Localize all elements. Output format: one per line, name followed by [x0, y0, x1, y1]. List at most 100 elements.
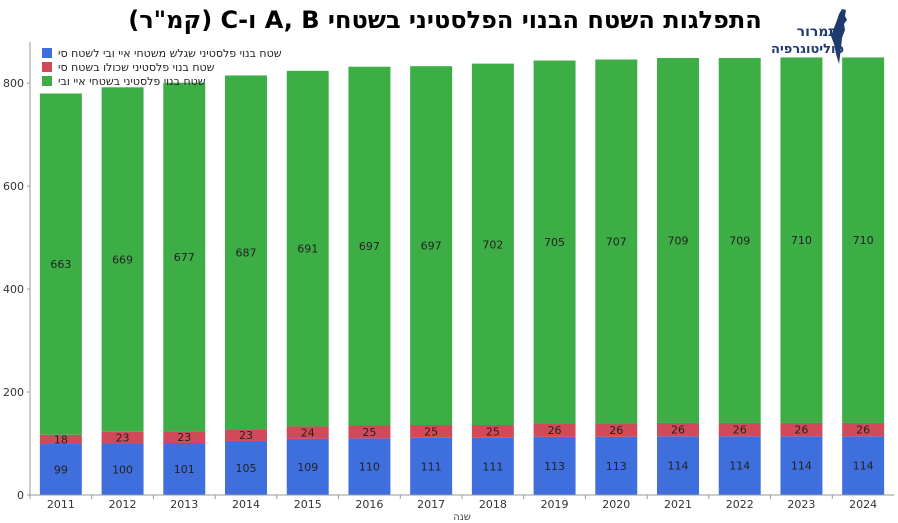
data-label: 710 [791, 234, 812, 247]
legend-label-red: שטח בנוי פלסטיני שכולו בשטח סי [58, 60, 215, 74]
y-tick-label: 0 [17, 489, 24, 502]
bar-blue [410, 437, 453, 495]
data-label: 24 [301, 427, 315, 440]
y-tick-label: 200 [3, 386, 24, 399]
y-tick-label: 800 [3, 77, 24, 90]
data-label: 111 [421, 460, 442, 473]
bar-red [471, 424, 514, 438]
data-label: 26 [671, 424, 685, 437]
bar-red [718, 422, 761, 437]
data-label: 105 [236, 462, 257, 475]
bar-red [595, 423, 638, 437]
legend-item-green: שטח בנוי פלסטיני בשטחי איי ובי [36, 74, 282, 88]
x-tick-label: 2022 [726, 498, 754, 511]
bar-blue [101, 443, 144, 495]
x-tick-label: 2017 [417, 498, 445, 511]
bar-green [225, 75, 267, 430]
data-label: 26 [794, 424, 808, 437]
bar-red [348, 425, 391, 439]
data-label: 109 [297, 461, 318, 474]
data-label: 705 [544, 236, 565, 249]
bar-blue [718, 436, 761, 495]
data-label: 691 [297, 243, 318, 256]
bar-blue [163, 443, 206, 495]
legend: שטח בנוי פלסטיני שגלש משטחי איי ובי לשטח… [36, 46, 282, 88]
y-tick-label: 600 [3, 180, 24, 193]
x-tick-label: 2012 [109, 498, 137, 511]
y-tick-label: 400 [3, 283, 24, 296]
bar-blue [471, 437, 514, 495]
data-label: 687 [236, 246, 257, 259]
bar-red [163, 431, 206, 444]
x-tick-label: 2019 [541, 498, 569, 511]
bar-green [101, 87, 144, 432]
data-label: 669 [112, 253, 133, 266]
bar-red [410, 424, 453, 438]
bar-blue [348, 438, 391, 495]
bar-blue [39, 444, 82, 495]
bar-red [842, 422, 885, 437]
x-tick-label: 2016 [355, 498, 383, 511]
bar-green [780, 57, 823, 423]
bar-green [533, 60, 576, 424]
bar-red [225, 429, 267, 441]
x-tick-label: 2013 [170, 498, 198, 511]
x-tick-label: 2020 [602, 498, 630, 511]
bar-green [163, 82, 206, 432]
x-tick-label: 2015 [294, 498, 322, 511]
bar-blue [842, 436, 885, 495]
data-label: 114 [791, 460, 812, 473]
data-label: 114 [853, 460, 874, 473]
data-label: 23 [116, 432, 130, 445]
bar-green [286, 70, 329, 427]
x-tick-label: 2018 [479, 498, 507, 511]
data-label: 26 [856, 424, 870, 437]
data-label: 114 [668, 460, 689, 473]
legend-item-red: שטח בנוי פלסטיני שכולו בשטח סי [36, 60, 282, 74]
data-label: 100 [112, 463, 133, 476]
bar-red [657, 422, 699, 437]
logo: תמרור פוליטוגרפיה [771, 4, 890, 64]
data-label: 707 [606, 235, 627, 248]
data-label: 26 [548, 424, 562, 437]
bar-green [657, 57, 699, 423]
x-tick-label: 2021 [664, 498, 692, 511]
bar-blue [595, 436, 638, 495]
x-tick-label: 2024 [849, 498, 877, 511]
x-axis-label: שנה [453, 512, 471, 523]
legend-swatch-red [42, 62, 52, 72]
bar-red [780, 422, 823, 437]
data-label: 25 [424, 425, 438, 438]
x-tick-label: 2011 [47, 498, 75, 511]
data-label: 26 [733, 424, 747, 437]
data-label: 111 [482, 460, 503, 473]
legend-swatch-blue [42, 48, 52, 58]
data-label: 113 [606, 460, 627, 473]
bar-blue [780, 436, 823, 495]
data-label: 114 [729, 460, 750, 473]
bar-green [410, 66, 453, 425]
x-tick-label: 2023 [787, 498, 815, 511]
data-label: 697 [421, 240, 442, 253]
legend-swatch-green [42, 76, 52, 86]
bar-green [842, 57, 885, 423]
israel-map-icon [831, 9, 847, 64]
data-label: 113 [544, 460, 565, 473]
data-label: 101 [174, 463, 195, 476]
data-label: 709 [729, 234, 750, 247]
bar-blue [533, 436, 576, 495]
bar-green [348, 66, 391, 426]
legend-label-green: שטח בנוי פלסטיני בשטחי איי ובי [58, 74, 206, 88]
legend-label-blue: שטח בנוי פלסטיני שגלש משטחי איי ובי לשטח… [58, 46, 282, 60]
x-tick-label: 2014 [232, 498, 260, 511]
bar-blue [657, 436, 699, 495]
data-label: 26 [609, 424, 623, 437]
data-label: 697 [359, 240, 380, 253]
bar-green [39, 93, 82, 435]
bar-red [286, 426, 329, 439]
data-label: 23 [177, 431, 191, 444]
data-label: 663 [50, 258, 71, 271]
bar-green [595, 59, 638, 424]
data-label: 709 [668, 234, 689, 247]
